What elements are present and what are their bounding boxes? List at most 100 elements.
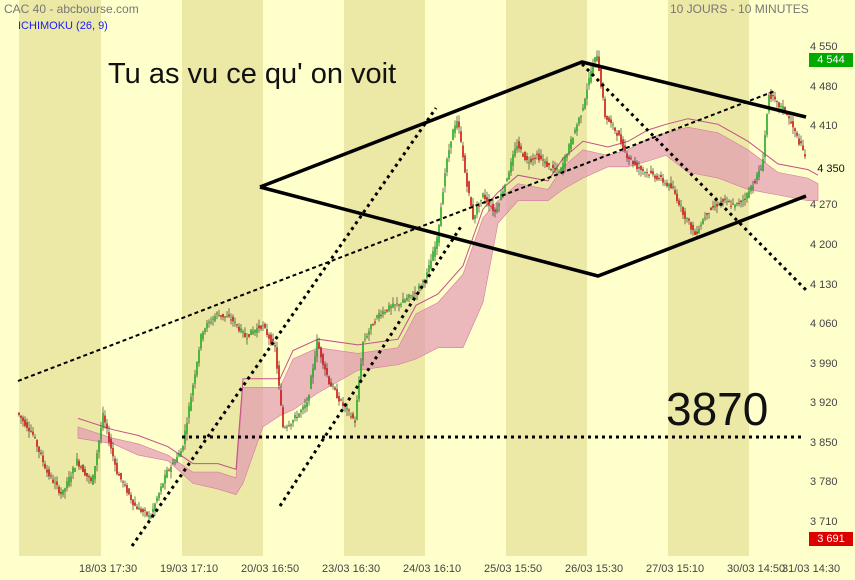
candle-body <box>402 299 404 303</box>
candle-body <box>356 400 358 420</box>
candle-body <box>206 323 208 329</box>
candle-body <box>28 427 30 432</box>
candle-body <box>54 482 56 484</box>
candle-body <box>130 494 132 500</box>
x-tick-label: 24/03 16:10 <box>403 563 462 575</box>
candle-body <box>284 427 286 429</box>
x-tick-label: 20/03 16:50 <box>241 563 300 575</box>
candle-body <box>152 508 154 512</box>
candle-body <box>430 260 432 270</box>
candle-body <box>572 137 574 145</box>
candle-body <box>476 206 478 215</box>
candle-body <box>232 316 234 322</box>
candle-body <box>158 493 160 499</box>
candle-body <box>592 63 594 74</box>
candle-body <box>376 315 378 318</box>
candle-body <box>146 511 148 516</box>
candle-body <box>398 304 400 306</box>
candle-body <box>334 387 336 390</box>
candle-body <box>120 473 122 480</box>
candle-body <box>296 417 298 418</box>
candle-body <box>282 407 284 428</box>
candle-body <box>552 164 554 168</box>
candle-body <box>190 397 192 411</box>
candle-body <box>694 231 696 235</box>
candle-body <box>802 145 804 151</box>
candle-body <box>570 139 572 150</box>
candle-body <box>240 328 242 332</box>
candle-body <box>368 331 370 335</box>
candle-body <box>220 315 222 317</box>
candle-body <box>646 172 648 174</box>
candle-body <box>514 148 516 157</box>
candle-body <box>230 319 232 321</box>
candle-body <box>66 481 68 489</box>
candle-body <box>624 145 626 151</box>
candle-body <box>744 198 746 200</box>
session-band <box>19 0 101 556</box>
candle-body <box>124 484 126 486</box>
candle-body <box>768 95 770 112</box>
candle-body <box>358 381 360 400</box>
candle-body <box>566 154 568 158</box>
candle-body <box>434 246 436 257</box>
candle-body <box>286 426 288 428</box>
candle-body <box>280 390 282 406</box>
candle-body <box>116 463 118 475</box>
candle-body <box>564 156 566 167</box>
candle-body <box>612 124 614 126</box>
candle-body <box>654 175 656 179</box>
candle-body <box>642 169 644 171</box>
trendline <box>130 107 438 547</box>
candle-body <box>578 117 580 124</box>
candle-body <box>562 163 564 173</box>
candle-body <box>474 215 476 219</box>
candle-body <box>712 206 714 208</box>
candle-body <box>274 345 276 347</box>
candle-body <box>194 374 196 384</box>
candle-body <box>218 314 220 317</box>
candle-body <box>782 106 784 110</box>
candle-body <box>204 328 206 332</box>
candle-body <box>740 200 742 203</box>
candle-body <box>20 415 22 418</box>
candle-body <box>614 127 616 131</box>
candle-body <box>254 329 256 333</box>
candle-body <box>778 102 780 108</box>
candle-body <box>698 228 700 234</box>
candle-body <box>164 474 166 484</box>
candle-body <box>86 473 88 477</box>
candle-body <box>42 455 44 463</box>
candle-body <box>252 330 254 335</box>
candle-body <box>100 427 102 440</box>
candle-body <box>606 115 608 120</box>
candle-body <box>56 481 58 485</box>
candle-body <box>512 154 514 166</box>
candle-body <box>556 168 558 170</box>
candle-body <box>586 89 588 99</box>
candle-body <box>70 476 72 482</box>
candle-body <box>776 101 778 103</box>
candle-body <box>186 422 188 434</box>
candle-body <box>202 331 204 340</box>
candle-body <box>72 467 74 474</box>
candle-body <box>494 209 496 212</box>
candle-body <box>76 458 78 466</box>
session-band <box>668 0 749 556</box>
candle-body <box>98 440 100 453</box>
candle-body <box>724 198 726 200</box>
candle-body <box>46 469 48 473</box>
candle-body <box>590 70 592 83</box>
candle-body <box>22 417 24 422</box>
candle-body <box>292 420 294 423</box>
candle-body <box>524 151 526 160</box>
candle-body <box>510 161 512 173</box>
candle-body <box>224 316 226 318</box>
candle-body <box>364 338 366 340</box>
candle-body <box>414 292 416 294</box>
candle-body <box>518 141 520 149</box>
candle-body <box>136 506 138 510</box>
x-tick-label: 26/03 15:30 <box>565 563 624 575</box>
diamond-pattern-line <box>259 185 807 278</box>
